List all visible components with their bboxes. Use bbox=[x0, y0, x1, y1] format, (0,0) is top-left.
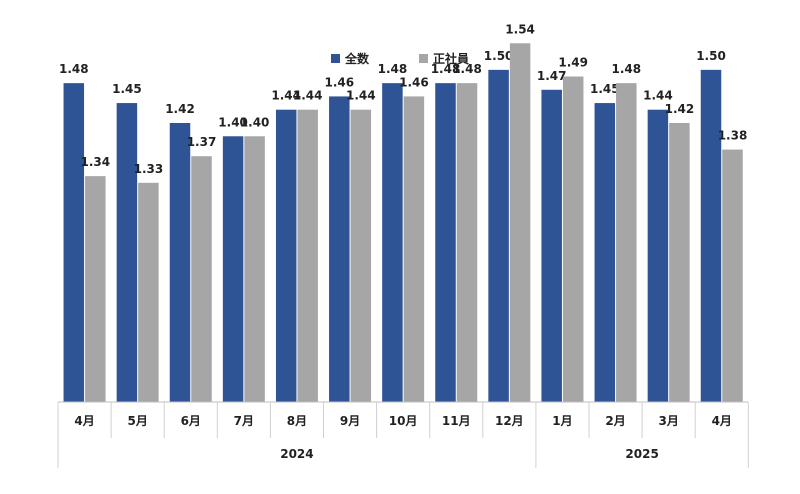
data-label: 1.48 bbox=[452, 62, 482, 76]
legend-label-series1: 全数 bbox=[345, 52, 370, 66]
x-tick-label: 7月 bbox=[234, 414, 254, 428]
x-tick-label: 3月 bbox=[658, 414, 678, 428]
data-label: 1.44 bbox=[643, 89, 673, 103]
group-label: 2024 bbox=[280, 447, 313, 461]
x-tick-label: 11月 bbox=[442, 414, 471, 428]
x-tick-label: 4月 bbox=[74, 414, 94, 428]
data-label: 1.38 bbox=[718, 129, 748, 143]
x-tick-label: 12月 bbox=[495, 414, 524, 428]
data-label: 1.44 bbox=[293, 89, 323, 103]
data-label: 1.50 bbox=[484, 49, 514, 63]
data-label: 1.50 bbox=[696, 49, 726, 63]
bar-series1 bbox=[169, 122, 191, 402]
data-label: 1.48 bbox=[611, 62, 641, 76]
bar-series2 bbox=[350, 109, 372, 402]
legend: 全数 正社員 bbox=[331, 50, 469, 67]
data-label: 1.37 bbox=[187, 135, 217, 149]
bar-series1 bbox=[116, 103, 138, 402]
legend-item-series2: 正社員 bbox=[419, 50, 469, 67]
data-label: 1.46 bbox=[399, 75, 429, 89]
data-label: 1.40 bbox=[218, 115, 248, 129]
x-tick-label: 8月 bbox=[287, 414, 307, 428]
x-tick-label: 1月 bbox=[552, 414, 572, 428]
bar-series2 bbox=[456, 83, 478, 403]
data-label: 1.45 bbox=[112, 82, 142, 96]
bar-series1 bbox=[700, 69, 722, 402]
bar-series2 bbox=[244, 136, 265, 402]
bar-series2 bbox=[616, 83, 637, 403]
data-label: 1.45 bbox=[590, 82, 620, 96]
data-label: 1.48 bbox=[378, 62, 408, 76]
data-label: 1.44 bbox=[271, 89, 301, 103]
x-tick-label: 5月 bbox=[127, 414, 147, 428]
bar-series1 bbox=[594, 103, 616, 402]
x-tick-label: 9月 bbox=[340, 414, 360, 428]
data-label: 1.42 bbox=[165, 102, 195, 116]
legend-swatch-series1 bbox=[331, 54, 340, 63]
bar-series2 bbox=[297, 109, 318, 402]
data-label: 1.33 bbox=[134, 162, 164, 176]
group-label: 2025 bbox=[625, 447, 658, 461]
bar-series1 bbox=[541, 89, 562, 403]
bar-series2 bbox=[138, 182, 159, 402]
bar-series1 bbox=[222, 136, 244, 402]
bar-series1 bbox=[275, 109, 297, 402]
data-label: 1.40 bbox=[240, 115, 270, 129]
bar-series2 bbox=[191, 156, 212, 402]
data-label: 1.48 bbox=[431, 62, 461, 76]
data-label: 1.42 bbox=[665, 102, 695, 116]
bar-series2 bbox=[562, 76, 584, 403]
data-label: 1.49 bbox=[558, 55, 588, 69]
bar-series1 bbox=[435, 83, 456, 403]
data-label: 1.44 bbox=[346, 89, 376, 103]
legend-swatch-series2 bbox=[419, 54, 429, 63]
x-tick-label: 6月 bbox=[181, 414, 201, 428]
bar-series1 bbox=[63, 83, 85, 403]
bar-series2 bbox=[509, 43, 531, 402]
data-label: 1.54 bbox=[505, 22, 535, 36]
data-label: 1.47 bbox=[537, 69, 567, 83]
bar-series2 bbox=[403, 96, 425, 402]
data-label: 1.48 bbox=[59, 62, 89, 76]
data-label: 1.34 bbox=[80, 155, 110, 169]
x-tick-label: 10月 bbox=[389, 414, 418, 428]
x-tick-label: 4月 bbox=[712, 414, 732, 428]
bar-series2 bbox=[722, 149, 743, 402]
legend-item-series1: 全数 bbox=[331, 50, 369, 67]
bar-series1 bbox=[329, 96, 350, 402]
x-tick-label: 2月 bbox=[605, 414, 625, 428]
bar-series1 bbox=[488, 69, 509, 402]
bar-series2 bbox=[85, 176, 106, 402]
bar-series1 bbox=[382, 83, 403, 403]
bar-series2 bbox=[669, 122, 690, 402]
bar-series1 bbox=[647, 109, 669, 402]
data-label: 1.46 bbox=[324, 75, 354, 89]
legend-label-series2: 正社員 bbox=[433, 52, 470, 66]
